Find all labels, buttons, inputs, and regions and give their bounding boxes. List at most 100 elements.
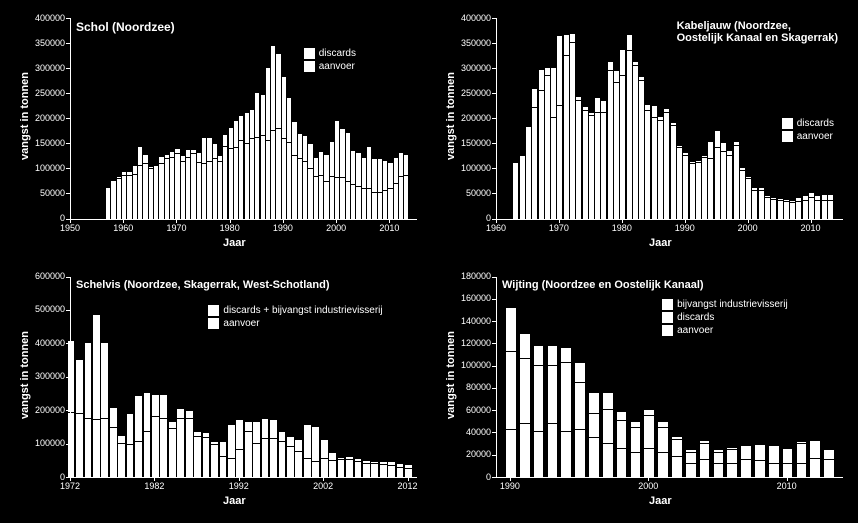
bar-bijvangst: [727, 448, 737, 449]
bar-aanvoer: [404, 176, 408, 219]
bar-aanvoer: [824, 460, 834, 477]
bar-aanvoer: [276, 129, 280, 218]
legend-item: discards: [782, 118, 834, 129]
bar-discards: [85, 343, 92, 417]
bar-discards: [520, 359, 530, 423]
bar-discards: [144, 393, 151, 430]
bar-discards: [93, 315, 100, 419]
bar-aanvoer: [671, 126, 676, 219]
bar-aanvoer: [330, 177, 334, 218]
bar-discards: [700, 444, 710, 460]
bar-aanvoer: [658, 453, 668, 478]
bar-discards: [363, 461, 370, 463]
bar-discards: [633, 62, 638, 65]
chart-panel-schol: 0500001000001500002000002500003000003500…: [8, 8, 424, 257]
legend-item: discards: [304, 48, 356, 59]
bar-aanvoer: [245, 432, 252, 477]
plot-area: [70, 18, 417, 220]
legend-swatch: [304, 48, 315, 59]
x-tick-label: 1970: [166, 223, 186, 233]
bar-aanvoer: [589, 438, 599, 477]
y-tick-label: 60000: [466, 405, 491, 415]
bar-aanvoer: [213, 159, 217, 218]
bar-aanvoer: [741, 460, 751, 477]
bar-discards: [570, 34, 575, 42]
bar-discards: [372, 159, 376, 192]
y-axis-label: vangst in tonnen: [445, 61, 457, 171]
legend-label: discards: [677, 312, 714, 323]
bar-discards: [551, 68, 556, 117]
bar-aanvoer: [312, 462, 319, 477]
bar-discards: [135, 396, 142, 441]
bar-aanvoer: [506, 430, 516, 477]
bar-aanvoer: [513, 163, 518, 218]
x-tick-label: 1992: [229, 481, 249, 491]
bar-discards: [314, 158, 318, 176]
chart-title: Schol (Noordzee): [76, 20, 175, 34]
bar-bijvangst: [589, 393, 599, 412]
bar-aanvoer: [110, 428, 117, 477]
legend-swatch: [208, 318, 219, 329]
bar-aanvoer: [197, 163, 201, 218]
bar-aanvoer: [627, 51, 632, 219]
bar-aanvoer: [346, 460, 353, 477]
bar-discards: [308, 144, 312, 168]
bar-aanvoer: [351, 185, 355, 219]
bar-discards: [118, 436, 125, 442]
bar-bijvangst: [686, 450, 696, 451]
bar-aanvoer: [303, 162, 307, 218]
bar-aanvoer: [159, 164, 163, 218]
bar-discards: [645, 105, 650, 110]
bar-discards: [234, 121, 238, 148]
bar-discards: [127, 172, 131, 175]
bar-aanvoer: [394, 184, 398, 218]
x-tick-label: 1980: [612, 223, 632, 233]
bar-aanvoer: [175, 154, 179, 218]
x-tick-label: 1990: [273, 223, 293, 233]
legend-swatch: [782, 131, 793, 142]
bar-aanvoer: [68, 413, 75, 477]
bar-aanvoer: [255, 138, 259, 218]
bar-aanvoer: [223, 147, 227, 218]
x-tick-label: 2012: [398, 481, 418, 491]
bar-aanvoer: [346, 182, 350, 218]
bar-discards: [127, 414, 134, 445]
bar-aanvoer: [620, 76, 625, 219]
bar-discards: [548, 366, 558, 423]
bar-discards: [329, 453, 336, 460]
bar-discards: [177, 409, 184, 418]
bar-aanvoer: [127, 445, 134, 477]
bar-discards: [160, 395, 167, 417]
bar-discards: [564, 35, 569, 55]
bar-discards: [220, 442, 227, 456]
x-tick-label: 2000: [638, 481, 658, 491]
bar-discards: [213, 144, 217, 158]
bar-discards: [76, 360, 83, 412]
legend-swatch: [662, 312, 673, 323]
bar-discards: [534, 366, 544, 432]
legend-item: aanvoer: [304, 61, 356, 72]
bar-aanvoer: [250, 139, 254, 218]
bar-bijvangst: [631, 422, 641, 427]
bar-aanvoer: [561, 432, 571, 477]
bar-discards: [601, 101, 606, 113]
bar-discards: [715, 131, 720, 148]
y-tick-label: 180000: [461, 271, 491, 281]
bar-discards: [228, 425, 235, 457]
bar-aanvoer: [797, 464, 807, 477]
bar-aanvoer: [551, 118, 556, 218]
bar-discards: [790, 201, 795, 203]
bar-discards: [803, 196, 808, 200]
bar-aanvoer: [803, 201, 808, 219]
bar-discards: [175, 149, 179, 153]
bar-aanvoer: [279, 442, 286, 477]
bar-discards: [207, 138, 211, 161]
bar-discards: [815, 196, 820, 200]
bar-discards: [526, 127, 531, 128]
bar-discards: [824, 451, 834, 459]
bar-aanvoer: [203, 438, 210, 477]
bar-discards: [271, 46, 275, 130]
bar-aanvoer: [253, 444, 260, 477]
legend-item: bijvangst industrievisserij: [662, 299, 788, 310]
y-tick-label: 300000: [461, 63, 491, 73]
